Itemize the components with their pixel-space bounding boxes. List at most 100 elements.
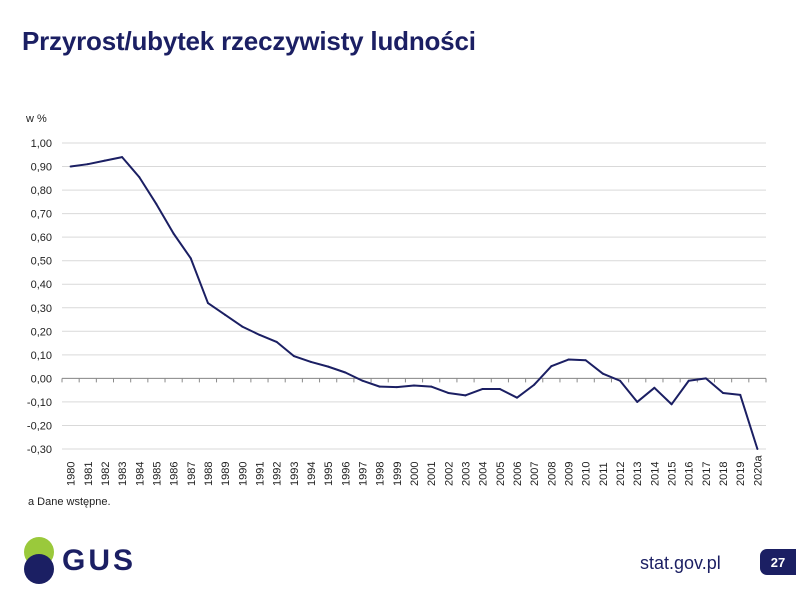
x-tick-label: 1984 (134, 462, 146, 486)
y-tick-label: 0,70 (31, 209, 52, 221)
data-point (155, 203, 158, 206)
data-point (327, 365, 330, 368)
x-tick-label: 2018 (718, 462, 730, 486)
data-point (670, 403, 673, 406)
data-point (550, 365, 553, 368)
data-point (103, 159, 106, 162)
data-point (498, 387, 501, 390)
data-point (292, 355, 295, 358)
x-tick-label: 1990 (237, 462, 249, 486)
y-tick-label: -0,10 (27, 397, 52, 409)
gus-logo: GUS (22, 536, 162, 586)
x-tick-label: 1982 (100, 462, 112, 486)
x-tick-label: 2017 (701, 462, 713, 486)
data-point (687, 379, 690, 382)
logo-circles-icon (22, 536, 56, 586)
data-point (258, 333, 261, 336)
x-tick-label: 1985 (151, 462, 163, 486)
x-tick-label: 1980 (66, 462, 78, 486)
data-point (224, 313, 227, 316)
x-tick-label: 2019 (735, 462, 747, 486)
data-point (361, 379, 364, 382)
x-tick-label: 2008 (546, 462, 558, 486)
x-tick-label: 2014 (649, 462, 661, 486)
y-tick-label: 0,90 (31, 162, 52, 174)
data-point (464, 394, 467, 397)
x-tick-label: 1992 (272, 462, 284, 486)
x-tick-label: 1997 (357, 462, 369, 486)
x-tick-label: 2010 (581, 462, 593, 486)
x-tick-label: 2007 (529, 462, 541, 486)
x-tick-label: 1999 (392, 462, 404, 486)
series-layer (69, 156, 759, 450)
x-tick-label: 1987 (186, 462, 198, 486)
x-tick-label: 2013 (632, 462, 644, 486)
data-point (601, 372, 604, 375)
page-title: Przyrost/ubytek rzeczywisty ludności (22, 26, 476, 56)
data-point (241, 325, 244, 328)
site-url: stat.gov.pl (640, 553, 721, 573)
y-tick-label: 0,40 (31, 279, 52, 291)
data-point (533, 383, 536, 386)
data-point (121, 156, 124, 159)
x-tick-label: 2001 (426, 462, 438, 486)
data-point (309, 360, 312, 363)
y-tick-label: 0,20 (31, 326, 52, 338)
data-point (636, 400, 639, 403)
data-point (275, 340, 278, 343)
y-tick-label: 0,00 (31, 373, 52, 385)
series-line (70, 156, 759, 450)
logo-text: GUS (62, 544, 137, 577)
data-point (413, 384, 415, 387)
x-tick-label: 2015 (667, 462, 679, 486)
data-point (756, 448, 759, 450)
x-tick-label: 2009 (564, 462, 576, 486)
data-point (481, 387, 484, 390)
x-tick-label: 2002 (443, 462, 455, 486)
x-tick-label: 2012 (615, 462, 627, 486)
x-tick-label: 1986 (169, 462, 181, 486)
y-tick-label: -0,30 (27, 444, 52, 456)
x-tick-label: 2005 (495, 462, 507, 486)
y-tick-labels: 1,00 0,90 0,80 0,70 0,60 0,50 0,40 0,30 0,20 0,10… (27, 138, 52, 456)
x-tick-label: 1989 (220, 462, 232, 486)
data-point (344, 371, 347, 374)
data-point (138, 176, 141, 179)
x-tick-label: 1994 (306, 462, 318, 486)
footnote: a Dane wstępne. (28, 496, 111, 508)
gridlines (62, 142, 766, 450)
x-tick-label: 2016 (684, 462, 696, 486)
x-tick-labels: 1980 1981 1982 1983 1984 1985 1986 1987 1988 1989… (66, 455, 765, 486)
data-point (189, 257, 192, 260)
x-tick-label: 1996 (340, 462, 352, 486)
x-tick-label: 2020a (752, 455, 764, 486)
y-tick-label: 0,60 (31, 232, 52, 244)
data-point (172, 232, 175, 235)
data-point (86, 163, 89, 166)
x-tick-label: 1983 (117, 462, 129, 486)
x-tick-label: 1993 (289, 462, 301, 486)
x-tick-label: 2003 (461, 462, 473, 486)
data-point (206, 302, 209, 305)
page-number-badge: 27 (760, 549, 796, 575)
data-point (69, 165, 72, 168)
x-tick-label: 1998 (375, 462, 387, 486)
y-tick-label: 0,50 (31, 256, 52, 268)
x-tick-label: 2000 (409, 462, 421, 486)
data-point (378, 385, 381, 388)
y-tick-label: 0,30 (31, 303, 52, 315)
x-tick-label: 1995 (323, 462, 335, 486)
y-tick-label: 1,00 (31, 138, 52, 150)
x-tick-label: 2006 (512, 462, 524, 486)
data-point (619, 379, 622, 382)
y-tick-label: 0,10 (31, 350, 52, 362)
x-tick-label: 2011 (598, 462, 610, 486)
data-point (722, 391, 725, 394)
data-point (430, 385, 433, 388)
x-axis (61, 377, 767, 383)
y-axis-label: w % (25, 113, 47, 125)
y-tick-label: -0,20 (27, 420, 52, 432)
data-point (739, 393, 742, 396)
x-tick-label: 1981 (83, 462, 95, 486)
